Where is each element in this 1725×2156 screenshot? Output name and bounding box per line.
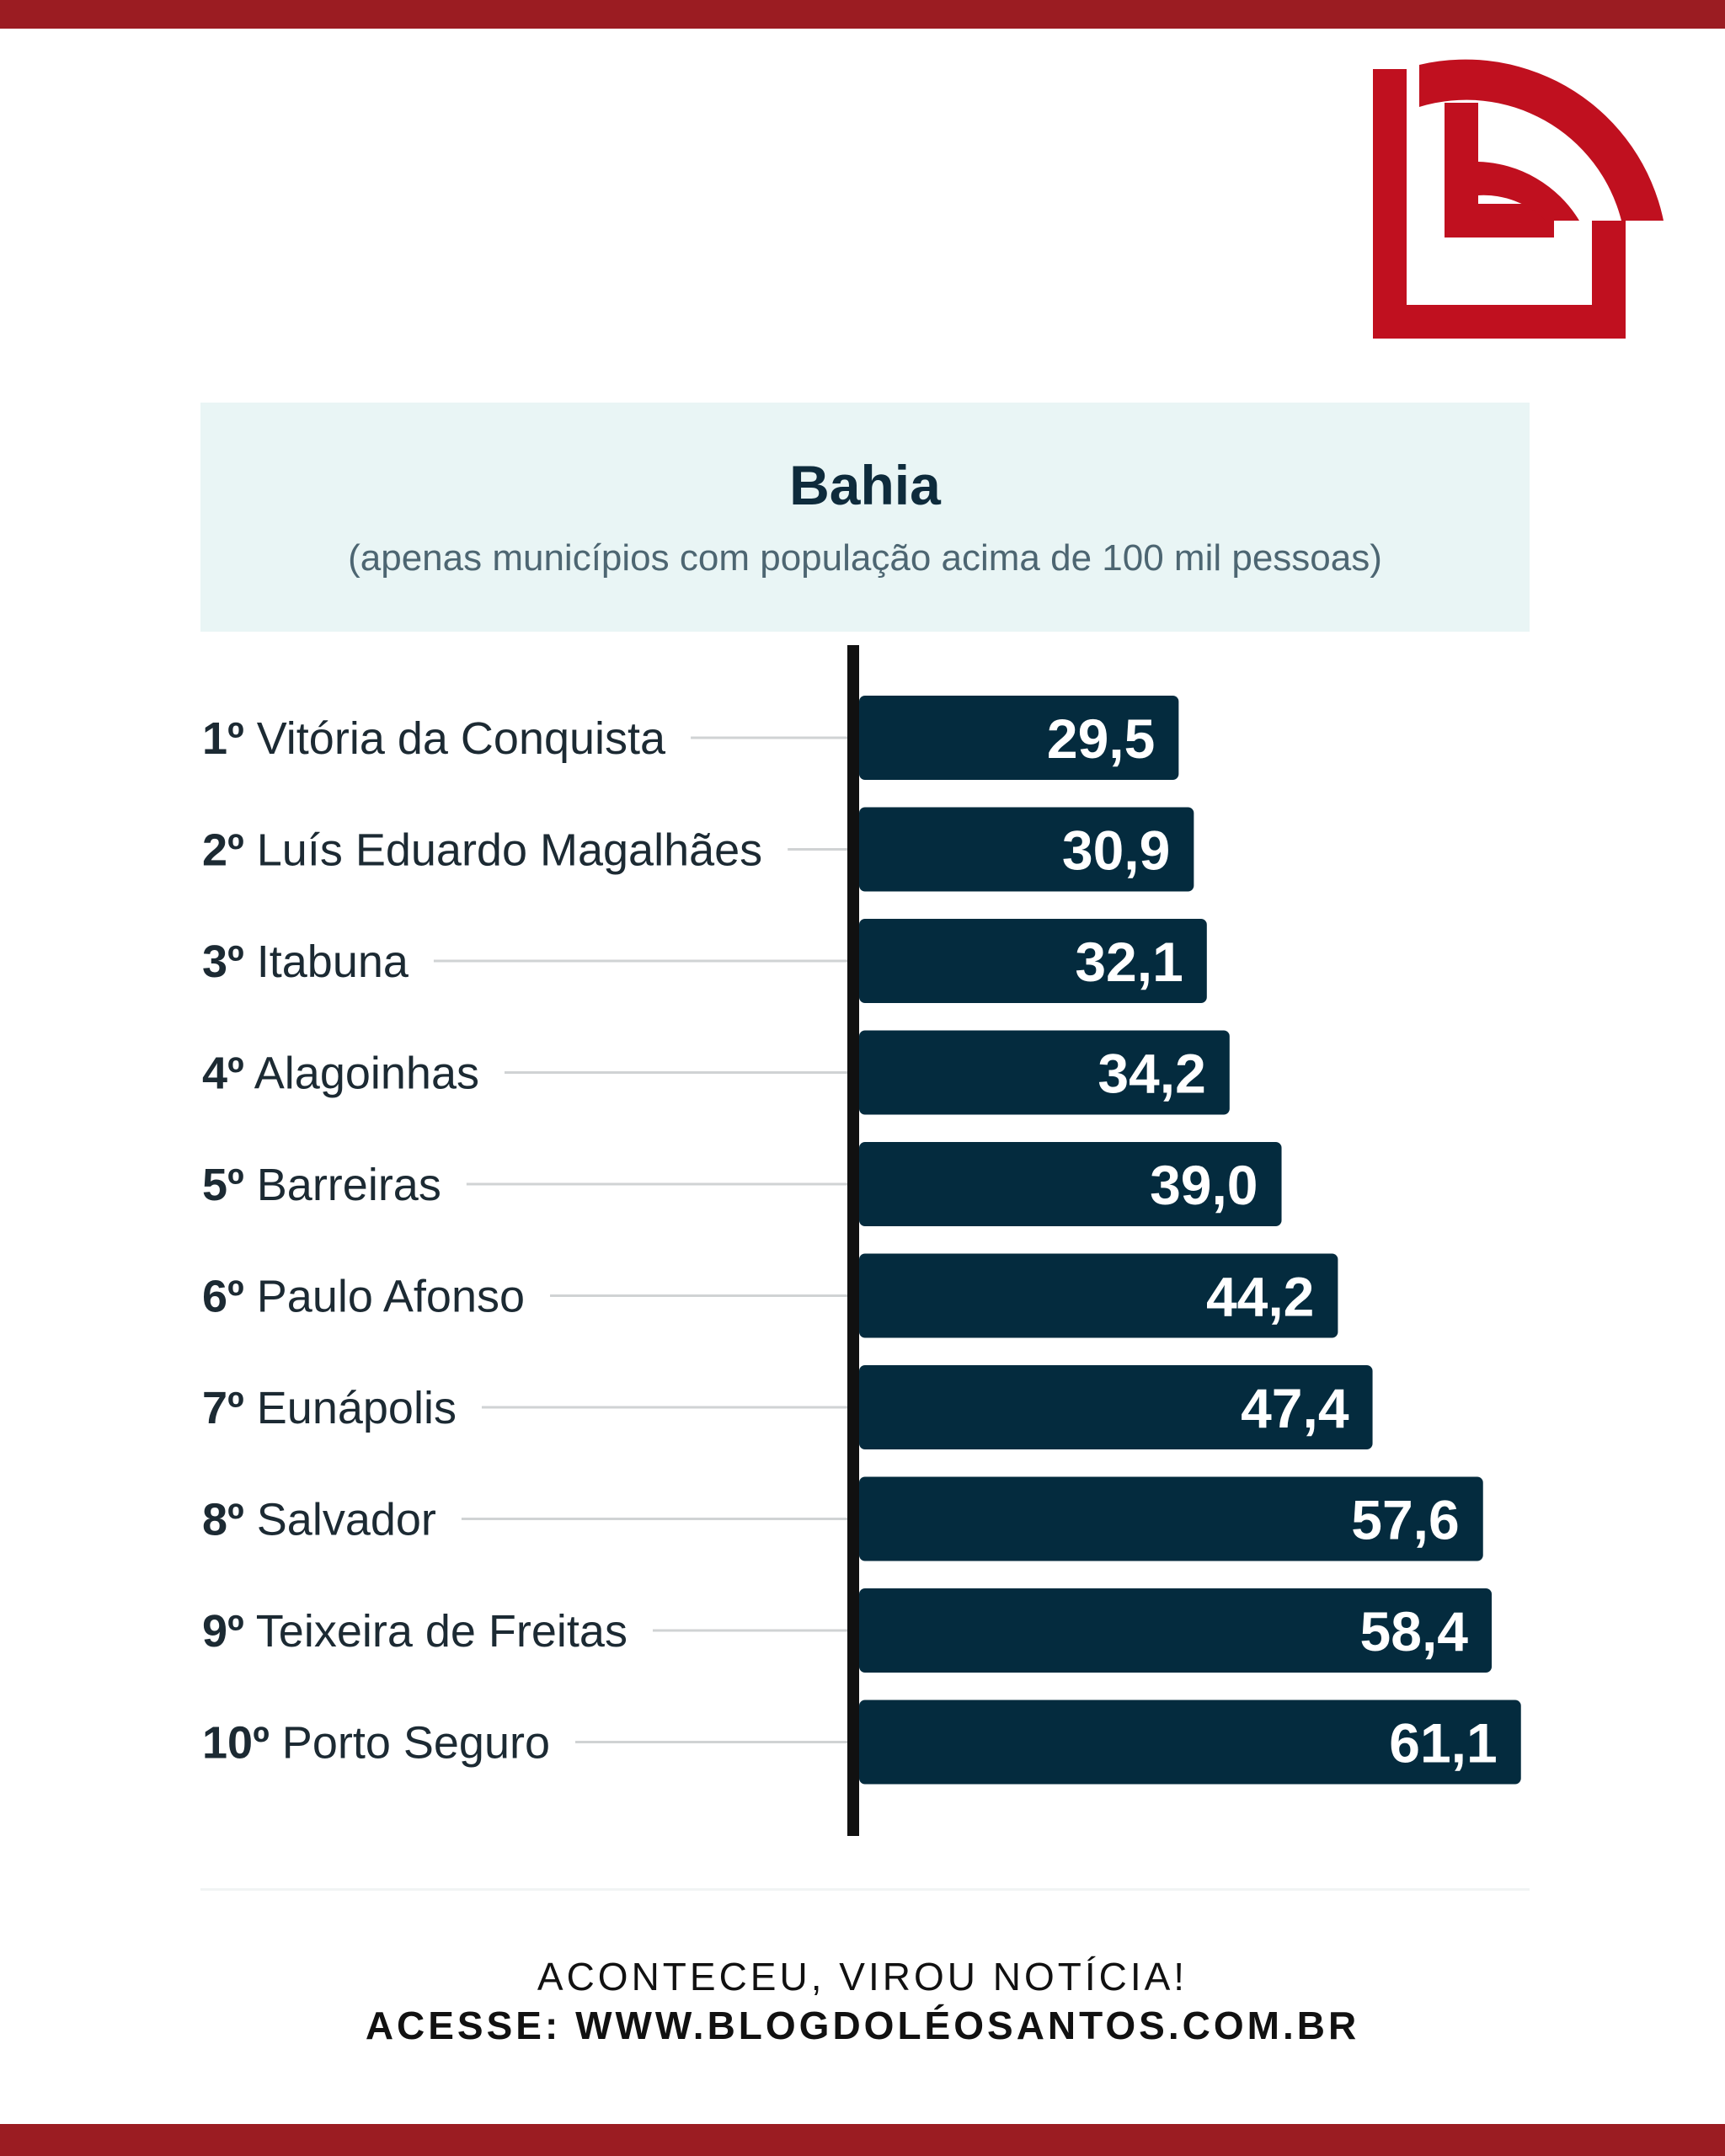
footer-tagline: ACONTECEU, VIROU NOTÍCIA! — [537, 1955, 1188, 1999]
rank-label: 9º — [202, 1606, 244, 1657]
municipality-name: Barreiras — [244, 1160, 441, 1210]
value-label: 47,4 — [1241, 1377, 1349, 1439]
category-label: 4º Alagoinhas — [202, 1049, 479, 1099]
chart-subtitle: (apenas municípios com população acima d… — [348, 537, 1382, 579]
category-label: 3º Itabuna — [202, 937, 409, 987]
rank-label: 6º — [202, 1272, 244, 1322]
municipality-name: Itabuna — [244, 937, 409, 987]
value-label: 44,2 — [1206, 1266, 1314, 1328]
category-label: 2º Luís Eduardo Magalhães — [202, 825, 762, 876]
bar — [859, 1588, 1493, 1673]
top-color-band — [0, 0, 1725, 29]
bar — [859, 1253, 1338, 1338]
category-label: 5º Barreiras — [202, 1160, 441, 1210]
bar — [859, 1700, 1521, 1785]
value-label: 39,0 — [1150, 1154, 1258, 1216]
bar — [859, 1476, 1483, 1561]
municipality-name: Luís Eduardo Magalhães — [244, 825, 762, 876]
blog-logo-icon — [1373, 59, 1664, 339]
category-label: 7º Eunápolis — [202, 1383, 457, 1433]
bar — [859, 1030, 1230, 1115]
separator-line — [200, 1888, 1530, 1891]
bar — [859, 919, 1207, 1003]
bar — [859, 696, 1179, 780]
rank-label: 10º — [202, 1718, 270, 1769]
y-axis-line — [847, 645, 859, 1836]
value-label: 58,4 — [1360, 1600, 1469, 1662]
municipality-name: Porto Seguro — [270, 1718, 550, 1769]
rank-label: 4º — [202, 1049, 244, 1099]
footer-site-url: ACESSE: WWW.BLOGDOLÉOSANTOS.COM.BR — [365, 2004, 1360, 2047]
chart-header: Bahia (apenas municípios com população a… — [200, 403, 1530, 632]
value-label: 32,1 — [1075, 931, 1183, 993]
chart-title: Bahia — [789, 454, 941, 516]
bar — [859, 807, 1194, 892]
municipality-name: Eunápolis — [244, 1383, 457, 1433]
category-label: 10º Porto Seguro — [202, 1718, 550, 1769]
rank-label: 3º — [202, 937, 244, 987]
bar — [859, 1142, 1282, 1226]
value-label: 61,1 — [1389, 1712, 1497, 1774]
category-label: 9º Teixeira de Freitas — [202, 1606, 628, 1657]
rank-label: 2º — [202, 825, 244, 876]
category-label: 1º Vitória da Conquista — [202, 713, 666, 764]
value-label: 29,5 — [1047, 707, 1155, 770]
rank-label: 8º — [202, 1495, 244, 1545]
municipality-name: Salvador — [244, 1495, 436, 1545]
rank-label: 1º — [202, 713, 244, 764]
category-label: 6º Paulo Afonso — [202, 1272, 525, 1322]
municipality-name: Teixeira de Freitas — [244, 1606, 628, 1657]
bottom-color-band — [0, 2124, 1725, 2156]
municipality-name: Paulo Afonso — [244, 1272, 525, 1322]
municipality-name: Alagoinhas — [244, 1049, 479, 1099]
value-label: 34,2 — [1097, 1043, 1205, 1105]
category-label: 8º Salvador — [202, 1495, 436, 1545]
bar — [859, 1365, 1373, 1449]
value-label: 57,6 — [1351, 1489, 1459, 1551]
value-label: 30,9 — [1062, 819, 1170, 882]
municipality-name: Vitória da Conquista — [244, 713, 666, 764]
rank-label: 7º — [202, 1383, 244, 1433]
rank-label: 5º — [202, 1160, 244, 1210]
